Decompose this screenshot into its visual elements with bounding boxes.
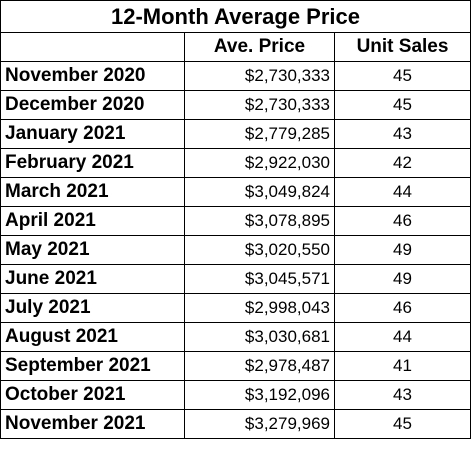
avg-price-cell: $2,922,030 (184, 148, 335, 178)
month-cell: December 2020 (0, 90, 185, 120)
table-body: November 2020 $2,730,333 45 December 2020 $2… (0, 61, 471, 439)
table-title: 12-Month Average Price (0, 0, 471, 33)
table-row: June 2021 $3,045,571 49 (0, 264, 471, 294)
unit-sales-cell: 44 (333, 322, 471, 352)
avg-price-cell: $2,730,333 (184, 61, 335, 91)
table-row: May 2021 $3,020,550 49 (0, 235, 471, 265)
avg-price-cell: $2,978,487 (184, 351, 335, 381)
table-row: November 2021 $3,279,969 45 (0, 409, 471, 439)
unit-sales-cell: 45 (333, 61, 471, 91)
month-cell: August 2021 (0, 322, 185, 352)
unit-sales-cell: 45 (333, 90, 471, 120)
avg-price-cell: $2,730,333 (184, 90, 335, 120)
table-row: October 2021 $3,192,096 43 (0, 380, 471, 410)
unit-sales-cell: 41 (333, 351, 471, 381)
table-row: February 2021 $2,922,030 42 (0, 148, 471, 178)
avg-price-cell: $3,049,824 (184, 177, 335, 207)
avg-price-cell: $3,279,969 (184, 409, 335, 439)
avg-price-cell: $2,779,285 (184, 119, 335, 149)
unit-sales-cell: 43 (333, 119, 471, 149)
unit-sales-cell: 46 (333, 293, 471, 323)
avg-price-cell: $2,998,043 (184, 293, 335, 323)
avg-price-cell: $3,030,681 (184, 322, 335, 352)
table-row: December 2020 $2,730,333 45 (0, 90, 471, 120)
unit-sales-cell: 44 (333, 177, 471, 207)
table-row: September 2021 $2,978,487 41 (0, 351, 471, 381)
avg-price-cell: $3,045,571 (184, 264, 335, 294)
month-cell: September 2021 (0, 351, 185, 381)
average-price-table: 12-Month Average Price Ave. Price Unit S… (0, 0, 471, 439)
title-row: 12-Month Average Price (0, 0, 471, 33)
month-cell: November 2021 (0, 409, 185, 439)
month-cell: May 2021 (0, 235, 185, 265)
unit-sales-cell: 45 (333, 409, 471, 439)
month-cell: January 2021 (0, 119, 185, 149)
month-cell: October 2021 (0, 380, 185, 410)
month-cell: June 2021 (0, 264, 185, 294)
unit-sales-cell: 49 (333, 235, 471, 265)
table-row: April 2021 $3,078,895 46 (0, 206, 471, 236)
table-row: July 2021 $2,998,043 46 (0, 293, 471, 323)
table-row: November 2020 $2,730,333 45 (0, 61, 471, 91)
month-cell: February 2021 (0, 148, 185, 178)
unit-sales-cell: 46 (333, 206, 471, 236)
month-cell: March 2021 (0, 177, 185, 207)
month-column-header (0, 32, 185, 62)
avg-price-cell: $3,078,895 (184, 206, 335, 236)
unit-sales-cell: 42 (333, 148, 471, 178)
unit-sales-column-header: Unit Sales (333, 32, 471, 62)
table-row: August 2021 $3,030,681 44 (0, 322, 471, 352)
avg-price-column-header: Ave. Price (184, 32, 335, 62)
header-row: Ave. Price Unit Sales (0, 32, 471, 62)
avg-price-cell: $3,020,550 (184, 235, 335, 265)
table-row: January 2021 $2,779,285 43 (0, 119, 471, 149)
unit-sales-cell: 43 (333, 380, 471, 410)
unit-sales-cell: 49 (333, 264, 471, 294)
month-cell: November 2020 (0, 61, 185, 91)
table-row: March 2021 $3,049,824 44 (0, 177, 471, 207)
avg-price-cell: $3,192,096 (184, 380, 335, 410)
month-cell: April 2021 (0, 206, 185, 236)
month-cell: July 2021 (0, 293, 185, 323)
